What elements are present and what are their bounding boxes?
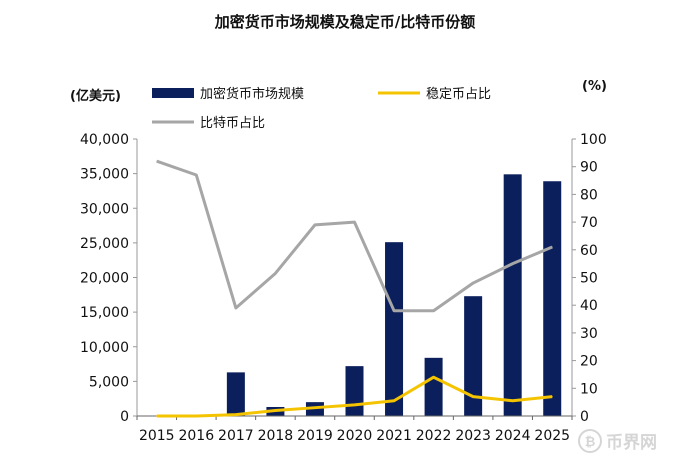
point-1-2017 <box>235 414 237 416</box>
legend-label-stablecoin: 稳定币占比 <box>426 86 491 102</box>
point-2-2016 <box>195 174 197 176</box>
x-tick-label: 2025 <box>534 428 570 444</box>
x-tick-label: 2015 <box>139 428 175 444</box>
watermark: ₿ 币界网 <box>578 429 657 453</box>
right-tick-label: 70 <box>580 215 598 231</box>
left-tick-label: 5,000 <box>89 374 129 390</box>
bar-2022 <box>424 357 443 416</box>
line-series-2 <box>156 159 553 313</box>
bar-2020 <box>345 366 364 416</box>
point-1-2021 <box>393 400 395 402</box>
point-1-2025 <box>551 396 553 398</box>
x-tick-label: 2019 <box>297 428 333 444</box>
point-1-2018 <box>274 409 276 411</box>
x-tick-label: 2023 <box>455 428 491 444</box>
legend-label-bitcoin: 比特币占比 <box>200 116 265 131</box>
legend-swatch-market <box>152 88 194 98</box>
legend-label-market: 加密货币市场规模 <box>200 86 304 102</box>
point-1-2022 <box>433 376 435 378</box>
right-tick-label: 30 <box>580 326 598 342</box>
left-tick-label: 15,000 <box>80 305 129 321</box>
point-2-2025 <box>551 246 553 248</box>
point-1-2019 <box>314 407 316 409</box>
bar-2024 <box>503 174 522 416</box>
right-tick-label: 10 <box>580 381 598 397</box>
point-2-2019 <box>314 224 316 226</box>
svg-text:₿: ₿ <box>585 435 596 450</box>
bar-2017 <box>226 372 245 416</box>
right-tick-label: 0 <box>580 409 589 425</box>
right-tick-label: 90 <box>580 160 598 176</box>
right-tick-label: 60 <box>580 243 598 259</box>
bar-2021 <box>385 242 404 416</box>
left-tick-label: 25,000 <box>80 236 129 252</box>
point-2-2018 <box>274 272 276 274</box>
chart-title: 加密货币市场规模及稳定币/比特币份额 <box>214 13 475 31</box>
point-1-2023 <box>472 396 474 398</box>
right-tick-label: 40 <box>580 298 598 314</box>
x-tick-label: 2016 <box>178 428 214 444</box>
point-2-2024 <box>512 263 514 265</box>
left-tick-label: 10,000 <box>80 340 129 356</box>
bar-2025 <box>543 181 562 416</box>
left-tick-label: 20,000 <box>80 271 129 287</box>
point-1-2016 <box>195 415 197 417</box>
point-1-2015 <box>156 415 158 417</box>
point-1-2020 <box>354 404 355 406</box>
right-tick-label: 80 <box>580 187 598 203</box>
point-2-2020 <box>354 221 355 223</box>
point-2-2022 <box>433 310 435 312</box>
left-tick-label: 40,000 <box>80 132 129 148</box>
x-tick-label: 2021 <box>376 428 412 444</box>
x-tick-label: 2020 <box>337 428 373 444</box>
point-2-2015 <box>156 160 158 162</box>
x-tick-label: 2024 <box>495 428 531 444</box>
point-2-2023 <box>472 282 474 284</box>
point-2-2017 <box>235 307 237 309</box>
right-tick-label: 50 <box>580 271 598 287</box>
left-tick-label: 35,000 <box>80 167 129 183</box>
point-1-2024 <box>512 400 514 402</box>
right-tick-label: 100 <box>580 132 607 148</box>
bar-2023 <box>464 296 483 416</box>
x-tick-label: 2017 <box>218 428 254 444</box>
left-axis-label: (亿美元) <box>70 88 121 104</box>
left-tick-label: 30,000 <box>80 201 129 217</box>
point-2-2021 <box>393 310 395 312</box>
x-tick-label: 2022 <box>416 428 452 444</box>
right-tick-label: 20 <box>580 354 598 370</box>
left-tick-label: 0 <box>120 409 129 425</box>
x-tick-label: 2018 <box>258 428 294 444</box>
svg-text:币界网: 币界网 <box>606 433 657 453</box>
right-axis-label: (%) <box>582 79 607 94</box>
